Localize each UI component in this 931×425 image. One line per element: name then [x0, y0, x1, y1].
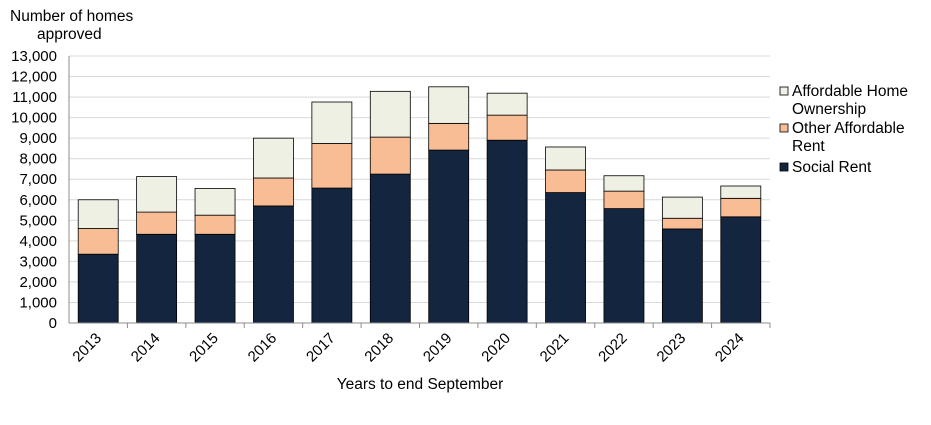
y-tick-label: 10,000 [11, 110, 57, 127]
x-tick-label: 2014 [128, 330, 164, 366]
bar-segment-affordable-home-ownership-2024 [720, 185, 762, 199]
y-tick-labels: 0 1,000 2,000 3,000 4,000 5,000 6,000 7,000 8,00… [11, 48, 57, 332]
x-tick-label: 2024 [712, 330, 748, 366]
legend-swatch-other-affordable-rent [779, 123, 789, 133]
bar-segment-affordable-home-ownership-2015 [194, 188, 236, 216]
bar-segment-social-rent-2024 [720, 216, 762, 324]
y-tick-label: 4,000 [19, 233, 57, 250]
bar-segment-affordable-home-ownership-2018 [369, 90, 411, 138]
x-tick-label: 2013 [69, 330, 105, 366]
y-tick-label: 2,000 [19, 274, 57, 291]
y-tick-label: 12,000 [11, 69, 57, 86]
bar-segment-affordable-home-ownership-2014 [136, 176, 178, 213]
bar-segment-affordable-home-ownership-2016 [253, 137, 294, 179]
bar-segment-social-rent-2019 [428, 149, 470, 324]
legend-label-affordable-home-ownership: Affordable Home [792, 83, 908, 100]
x-tick-label: 2018 [361, 330, 397, 366]
bars [77, 86, 762, 324]
legend-swatch-affordable-home-ownership [779, 86, 789, 96]
bar-segment-social-rent-2023 [661, 228, 703, 324]
bar-segment-affordable-home-ownership-2022 [603, 175, 645, 192]
x-tick-label: 2017 [303, 330, 339, 366]
bar-segment-affordable-home-ownership-2020 [486, 92, 528, 116]
x-tick-label: 2015 [186, 330, 222, 366]
x-tick-label: 2019 [420, 330, 456, 366]
bar-segment-other-affordable-rent-2014 [136, 211, 178, 235]
y-tick-label: 0 [49, 315, 57, 332]
bar-segment-social-rent-2018 [369, 173, 411, 324]
bar-segment-other-affordable-rent-2017 [311, 143, 353, 189]
y-tick-label: 6,000 [19, 192, 57, 209]
bar-segment-social-rent-2021 [545, 192, 586, 324]
bar-segment-social-rent-2013 [77, 253, 119, 324]
bar-segment-other-affordable-rent-2022 [603, 190, 645, 210]
y-tick-label: 5,000 [19, 212, 57, 229]
legend-label-affordable-home-ownership: Ownership [792, 101, 866, 118]
x-tick-label: 2021 [537, 330, 573, 366]
legend-label-other-affordable-rent: Other Affordable [792, 120, 905, 137]
y-tick-label: 1,000 [19, 294, 57, 311]
bar-segment-social-rent-2022 [603, 208, 645, 324]
bar-segment-affordable-home-ownership-2019 [428, 86, 470, 124]
y-tick-label: 8,000 [19, 151, 57, 168]
bar-segment-affordable-home-ownership-2023 [661, 196, 703, 219]
y-axis-label-line-2: approved [37, 26, 102, 43]
bar-segment-other-affordable-rent-2019 [428, 122, 470, 151]
bar-segment-affordable-home-ownership-2021 [545, 146, 586, 171]
bar-segment-other-affordable-rent-2018 [369, 136, 411, 175]
legend-label-social-rent: Social Rent [792, 159, 872, 176]
x-axis-label: Years to end September [337, 376, 504, 393]
bar-segment-affordable-home-ownership-2017 [311, 101, 353, 144]
bar-segment-social-rent-2015 [194, 233, 236, 324]
gridlines [69, 55, 770, 303]
x-tick-labels: 2013 2014 2015 2016 2017 2018 2019 2020 2021 2022… [69, 330, 747, 366]
bar-segment-social-rent-2017 [311, 187, 353, 324]
bar-segment-social-rent-2016 [253, 205, 294, 324]
bar-segment-other-affordable-rent-2013 [77, 228, 119, 255]
bar-segment-other-affordable-rent-2020 [486, 114, 528, 141]
legend-label-other-affordable-rent: Rent [792, 138, 825, 155]
bar-segment-social-rent-2020 [486, 139, 528, 324]
y-tick-label: 11,000 [12, 89, 57, 106]
bar-segment-other-affordable-rent-2016 [253, 177, 294, 207]
y-axis-label-line-1: Number of homes [10, 8, 133, 25]
x-tick-label: 2016 [245, 330, 281, 366]
bar-segment-affordable-home-ownership-2013 [77, 199, 119, 229]
x-tick-label: 2020 [478, 330, 514, 366]
bar-segment-other-affordable-rent-2024 [720, 197, 762, 218]
bar-segment-social-rent-2014 [136, 233, 178, 324]
y-tick-label: 3,000 [19, 253, 57, 270]
y-tick-label: 13,000 [11, 48, 57, 65]
bar-segment-other-affordable-rent-2015 [194, 214, 236, 235]
legend-swatch-social-rent [779, 162, 789, 172]
y-tick-label: 9,000 [19, 130, 57, 147]
x-tick-label: 2023 [654, 330, 690, 366]
axes [68, 56, 771, 328]
bar-segment-other-affordable-rent-2023 [661, 217, 703, 230]
y-tick-label: 7,000 [19, 171, 57, 188]
x-tick-label: 2022 [595, 330, 631, 366]
bar-segment-other-affordable-rent-2021 [545, 169, 586, 193]
